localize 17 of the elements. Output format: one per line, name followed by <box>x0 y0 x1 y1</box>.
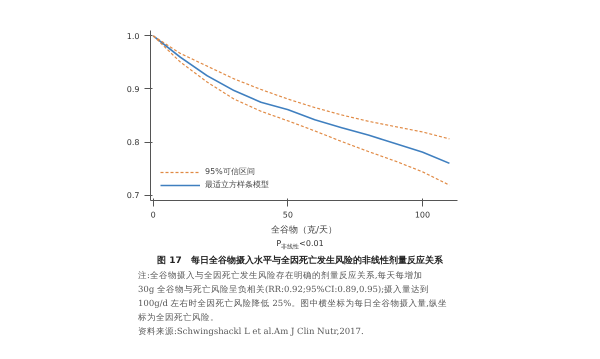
text: 注:全谷物摄入与全因死亡发生风险存在明确的剂量反应关系,每天每增加 <box>138 270 423 283</box>
x-tick-label: 100 <box>414 210 430 220</box>
y-tick-label: 1.0 <box>126 32 140 41</box>
text: 标为全因死亡风险。 <box>138 312 219 325</box>
legend-label: 95%可信区间 <box>205 166 255 177</box>
text: 资料来源:Schwingshackl L et al.Am J Clin Nutr,2017. <box>138 326 364 339</box>
legend-label: 最适立方样条模型 <box>205 179 269 190</box>
x-axis-title: 全谷物（克/天） <box>270 224 338 236</box>
text: 100g/d 左右时全因死亡风险降低 25%。图中横坐标为每日全谷物摄入量,纵坐 <box>138 298 447 311</box>
x-tick-label: 0 <box>150 210 156 220</box>
y-tick-label: 0.8 <box>126 138 140 148</box>
x-tick-label: 50 <box>282 210 293 220</box>
text: P$_{非线性}$<0.01 <box>276 238 324 253</box>
text: 30g 全谷物与死亡风险呈负相关(RR:0.92;95%CI:0.89,0.95);摄入量达到 <box>138 284 430 297</box>
y-tick-label: 0.9 <box>126 84 140 94</box>
text: 图 17 每日全谷物摄入水平与全因死亡发生风险的非线性剂量反应关系 <box>157 254 443 268</box>
y-tick-label: 0.7 <box>126 191 140 200</box>
